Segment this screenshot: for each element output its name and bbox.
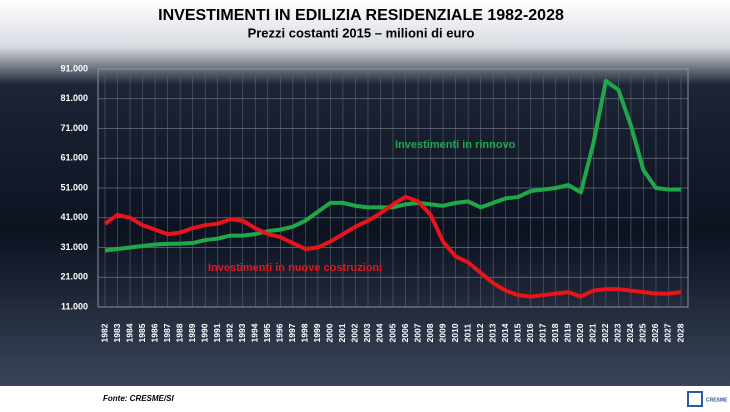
x-tick-label: 2006 <box>400 323 410 342</box>
x-tick-label: 2011 <box>462 324 472 343</box>
y-tick-label: 61.000 <box>60 153 88 163</box>
x-tick-label: 1997 <box>287 323 297 342</box>
series-label: Investimenti in rinnovo <box>395 139 516 151</box>
x-tick-label: 2001 <box>337 323 347 342</box>
x-tick-label: 2020 <box>575 323 585 342</box>
y-tick-label: 31.000 <box>60 242 88 252</box>
x-tick-label: 1999 <box>312 323 322 342</box>
x-tick-label: 2008 <box>425 323 435 342</box>
y-tick-label: 71.000 <box>60 123 88 133</box>
x-tick-label: 1985 <box>137 323 147 342</box>
x-tick-label: 1992 <box>224 323 234 342</box>
plot-frame <box>97 68 689 308</box>
x-tick-label: 1994 <box>250 323 260 342</box>
x-tick-label: 2017 <box>538 323 548 342</box>
x-tick-label: 1998 <box>300 323 310 342</box>
x-tick-label: 2022 <box>600 323 610 342</box>
x-tick-label: 2000 <box>325 323 335 342</box>
series-line <box>104 78 681 253</box>
series-label: Investimenti in nuove costruzioni <box>208 262 382 274</box>
x-tick-label: 2024 <box>625 323 635 342</box>
x-tick-label: 2021 <box>588 323 598 342</box>
x-tick-label: 1989 <box>187 323 197 342</box>
x-tick-label: 2013 <box>487 323 497 342</box>
logo-icon <box>687 391 703 407</box>
y-tick-label: 11.000 <box>61 301 88 311</box>
x-tick-label: 1996 <box>275 323 285 342</box>
x-tick-label: 2026 <box>650 323 660 342</box>
x-tick-label: 2019 <box>563 323 573 342</box>
logo: CRESME <box>706 397 728 403</box>
x-tick-label: 2004 <box>375 323 385 342</box>
y-tick-label: 21.000 <box>60 272 88 282</box>
x-tick-label: 2002 <box>350 323 360 342</box>
chart-subtitle: Prezzi costanti 2015 – milioni di euro <box>248 25 475 40</box>
source: Fonte: CRESME/SI <box>103 394 174 403</box>
x-tick-label: 1983 <box>112 323 122 342</box>
x-tick-label: 1987 <box>162 323 172 342</box>
x-tick-label: 2015 <box>512 323 522 342</box>
x-tick-label: 1991 <box>212 323 222 342</box>
x-tick-label: 2023 <box>613 323 623 342</box>
x-tick-label: 2007 <box>412 323 422 342</box>
x-tick-label: 1982 <box>99 323 109 342</box>
x-tick-label: 2003 <box>362 323 372 342</box>
footer-band <box>0 386 730 412</box>
x-tick-label: 1986 <box>149 323 159 342</box>
x-tick-label: 2018 <box>550 323 560 342</box>
y-tick-label: 51.000 <box>60 182 88 192</box>
x-tick-label: 1988 <box>174 323 184 342</box>
x-tick-label: 2016 <box>525 323 535 342</box>
y-tick-label: 81.000 <box>60 93 88 103</box>
x-tick-label: 2025 <box>638 323 648 342</box>
y-tick-label: 41.000 <box>60 212 88 222</box>
x-tick-label: 2005 <box>387 323 397 342</box>
x-tick-label: 2014 <box>500 323 510 342</box>
x-tick-label: 1990 <box>199 323 209 342</box>
x-tick-label: 1993 <box>237 323 247 342</box>
x-tick-label: 2010 <box>450 323 460 342</box>
x-tick-label: 1995 <box>262 323 272 342</box>
x-tick-label: 2028 <box>675 323 685 342</box>
x-tick-label: 1984 <box>124 323 134 342</box>
chart-title: INVESTIMENTI IN EDILIZIA RESIDENZIALE 19… <box>158 7 564 24</box>
x-tick-label: 2012 <box>475 323 485 342</box>
x-tick-label: 2009 <box>437 323 447 342</box>
y-tick-label: 91.000 <box>60 63 88 73</box>
series-line <box>103 194 682 299</box>
x-tick-label: 2027 <box>663 323 673 342</box>
background <box>0 0 730 386</box>
